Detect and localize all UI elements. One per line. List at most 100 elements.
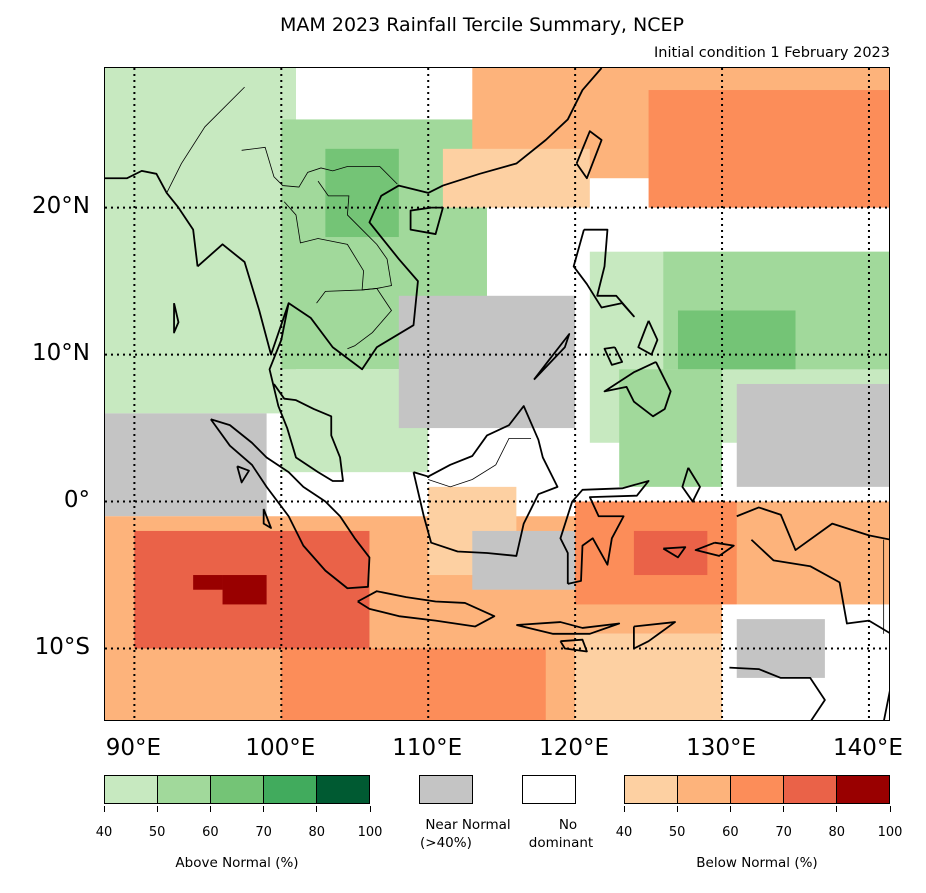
tercile-region [105,68,296,414]
colorbar-tick-label: 40 [95,825,113,840]
coastline [210,418,371,590]
coastline [236,465,250,484]
colorbar-segment [105,776,158,803]
coastline [196,68,603,371]
colorbar-tick-label: 40 [615,825,633,840]
coastline [662,546,687,559]
colorbar-tick-label: 50 [148,825,166,840]
colorbar-segment [211,776,264,803]
colorbar-tick-label: 80 [828,825,846,840]
coastline [262,508,272,529]
no-dominant-label: No dominant [505,816,617,852]
tercile-region [648,90,889,208]
coastline [632,621,676,650]
no-dominant-swatch [522,775,576,804]
longitude-label: 130°E [686,735,756,761]
map-title: MAM 2023 Rainfall Tercile Summary, NCEP [280,14,684,36]
near-normal-label: Near Normal (>40%) [408,816,528,852]
colorbar-tick [676,806,678,812]
coastline [603,361,672,418]
colorbar-segment [837,776,889,803]
country-border [166,86,245,194]
colorbar-tick-label: 60 [722,825,739,840]
colorbar-tick-label: 100 [357,825,383,840]
near-normal-label-line2: (>40%) [420,835,472,851]
colorbar-tick [316,806,318,812]
tercile-region [472,530,576,590]
colorbar-tick-label: 70 [775,825,792,840]
coastline [105,169,199,267]
colorbar-segment [678,776,731,803]
colorbar-tick [729,806,731,812]
tercile-region [222,575,267,605]
no-dominant-label-line1: No [558,817,578,833]
below-normal-label: Below Normal (%) [696,855,818,871]
coastline [575,130,603,180]
colorbar-segment [264,776,317,803]
coastline [559,480,650,585]
coastline [357,590,496,628]
colorbar-tick [209,806,211,812]
colorbar-tick [103,806,105,812]
tercile-region [193,575,223,590]
coastline [409,206,444,235]
latitude-label: 0° [63,486,90,513]
coastline [572,228,635,318]
colorbar-tick [836,806,838,812]
below-normal-colorbar [624,775,890,804]
latitude-label: 10°N [32,339,90,366]
tercile-region [281,648,546,720]
colorbar-tick-label: 60 [202,825,219,840]
colorbar-tick [623,806,625,812]
country-border [428,437,532,488]
colorbar-segment [784,776,837,803]
longitude-label: 110°E [392,735,463,761]
colorbar-segment [317,776,369,803]
coastline [516,621,621,635]
coastline [637,320,659,356]
coastline [694,541,735,557]
latitude-label: 10°S [34,633,90,660]
coastline [883,690,889,720]
tercile-region [105,413,267,517]
tercile-region [619,369,723,487]
coastline [268,302,344,482]
country-border [316,288,392,350]
colorbar-tick [889,806,891,812]
latitude-label: 20°N [32,192,90,219]
tercile-region [677,310,796,370]
coastline [681,467,701,503]
tercile-region [398,295,576,429]
map-canvas [105,68,889,720]
colorbar-tick-label: 50 [668,825,686,840]
longitude-label: 120°E [539,735,610,761]
coastline [736,506,889,551]
colorbar-segment [731,776,784,803]
longitude-label: 140°E [832,735,903,761]
country-border [241,146,398,188]
colorbar-tick [369,806,371,812]
coastline [559,638,588,653]
colorbar-tick-label: 100 [877,825,903,840]
near-normal-label-line1: Near Normal [425,817,511,833]
colorbar-tick [263,806,265,812]
tercile-region [736,383,889,487]
coastline [729,666,826,720]
colorbar-segment [158,776,211,803]
coastline [412,405,559,557]
coastline [173,302,180,334]
country-border [283,180,392,291]
above-normal-label: Above Normal (%) [175,855,299,871]
colorbar-segment [625,776,678,803]
longitude-label: 100°E [245,735,316,761]
coastline [533,333,571,381]
rainfall-tercile-map [104,67,890,721]
coastline [603,346,624,366]
no-dominant-label-line2: dominant [528,835,594,851]
above-normal-colorbar [104,775,370,804]
colorbar-tick [783,806,785,812]
colorbar-tick [156,806,158,812]
near-normal-swatch [419,775,473,804]
colorbar-tick-label: 80 [308,825,326,840]
map-subtitle: Initial condition 1 February 2023 [654,45,890,61]
